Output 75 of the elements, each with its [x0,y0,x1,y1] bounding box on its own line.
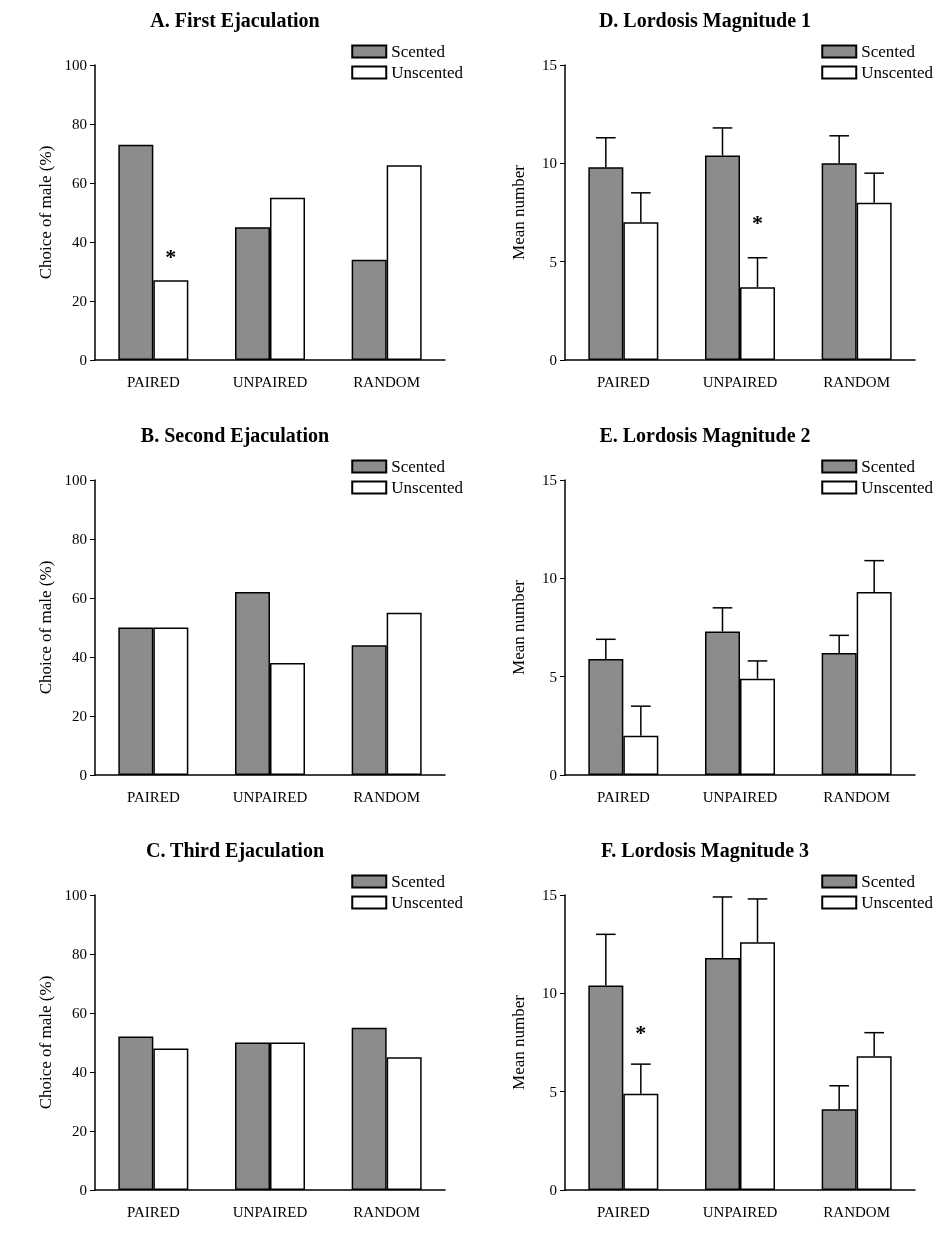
y-tick-label: 10 [542,985,557,1002]
y-tick-label: 100 [64,472,87,488]
legend-label: Unscented [861,478,934,497]
legend-label: Scented [861,872,916,891]
chart-title: E. Lordosis Magnitude 2 [599,424,811,447]
x-tick-label: PAIRED [126,373,180,390]
chart-title: C. Third Ejaculation [146,839,324,862]
y-tick-label: 40 [72,1064,87,1080]
y-tick-label: 0 [549,1182,557,1198]
x-tick-label: UNPAIRED [232,1203,308,1220]
x-tick-label: PAIRED [596,373,650,390]
chart-title: F. Lordosis Magnitude 3 [600,839,810,862]
legend-label: Scented [861,457,916,476]
legend-label: Scented [861,42,916,61]
y-tick-label: 100 [64,887,87,903]
y-tick-label: 0 [549,767,557,783]
y-axis-title: Mean number [509,994,528,1090]
y-tick-label: 80 [72,946,87,962]
y-tick-label: 80 [72,531,87,547]
x-tick-label: RANDOM [353,788,421,805]
y-tick-label: 5 [549,668,557,685]
x-tick-label: RANDOM [823,1203,891,1220]
legend-label: Unscented [861,893,934,912]
y-tick-label: 0 [549,352,557,368]
y-tick-label: 40 [72,649,87,665]
annotation: * [752,209,763,235]
legend-label: Scented [391,457,446,476]
y-tick-label: 20 [72,1123,87,1139]
x-tick-label: PAIRED [596,1203,650,1220]
y-tick-label: 5 [549,1083,557,1100]
chart-title: D. Lordosis Magnitude 1 [598,9,812,32]
x-tick-label: UNPAIRED [702,373,778,390]
x-tick-label: RANDOM [823,788,891,805]
legend-label: Unscented [391,63,464,82]
legend-label: Unscented [391,478,464,497]
annotation: * [635,1020,647,1046]
x-tick-label: UNPAIRED [232,373,308,390]
x-tick-label: PAIRED [126,788,180,805]
y-tick-label: 0 [79,767,87,783]
chart-title: A. First Ejaculation [150,9,320,32]
y-axis-title: Choice of male (%) [35,560,55,695]
y-axis-title: Choice of male (%) [35,145,55,280]
legend-label: Scented [391,872,446,891]
legend-label: Unscented [391,893,464,912]
legend-label: Scented [391,42,446,61]
y-axis-title: Mean number [509,579,528,675]
x-tick-label: PAIRED [126,1203,180,1220]
y-tick-label: 20 [72,708,87,724]
y-tick-label: 20 [72,293,87,309]
x-tick-label: RANDOM [823,373,891,390]
y-tick-label: 15 [542,472,557,488]
y-axis-title: Mean number [509,164,528,260]
y-tick-label: 60 [72,590,87,606]
y-tick-label: 15 [542,887,557,903]
chart-title: B. Second Ejaculation [140,424,330,447]
x-tick-label: UNPAIRED [702,1203,778,1220]
x-tick-label: UNPAIRED [232,788,308,805]
y-tick-label: 15 [542,57,557,73]
legend-label: Unscented [861,63,934,82]
y-tick-label: 60 [72,175,87,191]
y-tick-label: 60 [72,1005,87,1021]
y-tick-label: 10 [542,155,557,172]
y-axis-title: Choice of male (%) [35,975,55,1110]
x-tick-label: RANDOM [353,373,421,390]
y-tick-label: 0 [79,352,87,368]
x-tick-label: UNPAIRED [702,788,778,805]
y-tick-label: 100 [64,57,87,73]
annotation: * [165,244,177,270]
y-tick-label: 0 [79,1182,87,1198]
y-tick-label: 80 [72,116,87,132]
x-tick-label: RANDOM [353,1203,421,1220]
y-tick-label: 40 [72,234,87,250]
x-tick-label: PAIRED [596,788,650,805]
y-tick-label: 5 [549,253,557,270]
y-tick-label: 10 [542,570,557,587]
